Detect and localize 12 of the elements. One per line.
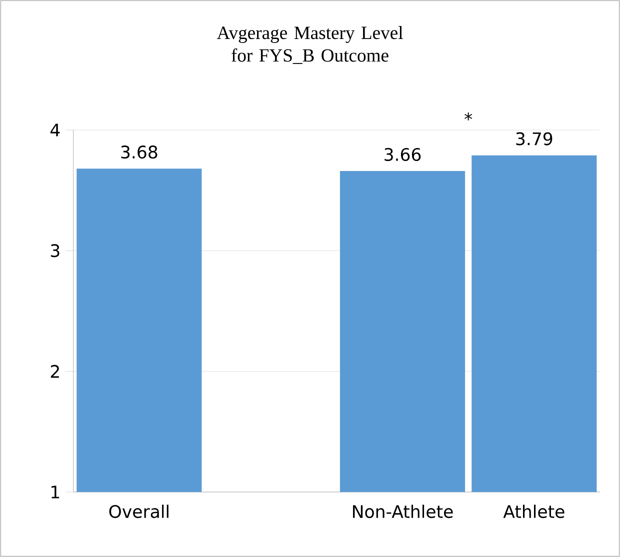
data-label: 3.79 bbox=[516, 132, 552, 146]
y-tick-label: 4 bbox=[50, 124, 60, 136]
text: * bbox=[464, 112, 472, 120]
y-tick-label: 1 bbox=[52, 486, 60, 498]
data-label: 3.66 bbox=[384, 148, 421, 162]
chart-title: Avgerage Mastery Level for FYS_B Outcome bbox=[216, 26, 403, 64]
data-label: 3.68 bbox=[121, 146, 158, 159]
x-tick-label: Non-Athlete bbox=[353, 504, 453, 518]
x-tick-label: Athlete bbox=[503, 504, 564, 518]
y-tick-label: 2 bbox=[50, 364, 59, 378]
x-tick-label: Overall bbox=[109, 504, 168, 518]
y-tick-label: 3 bbox=[50, 244, 60, 258]
